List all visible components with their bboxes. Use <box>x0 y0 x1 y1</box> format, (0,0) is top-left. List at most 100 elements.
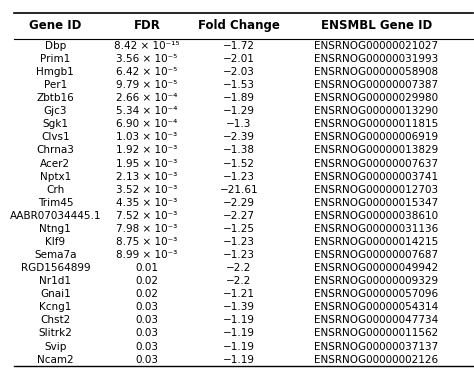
Text: Chst2: Chst2 <box>40 315 71 326</box>
Text: ENSRNOG00000011562: ENSRNOG00000011562 <box>314 328 438 339</box>
Text: −1.72: −1.72 <box>223 41 255 51</box>
Text: −2.27: −2.27 <box>223 211 255 221</box>
Text: −1.23: −1.23 <box>223 250 255 260</box>
Text: 5.34 × 10⁻⁴: 5.34 × 10⁻⁴ <box>116 106 178 116</box>
Text: Sema7a: Sema7a <box>34 250 77 260</box>
Text: −1.19: −1.19 <box>223 355 255 364</box>
Text: ENSMBL Gene ID: ENSMBL Gene ID <box>321 20 432 33</box>
Text: Crh: Crh <box>46 185 64 195</box>
Text: ENSRNOG00000014215: ENSRNOG00000014215 <box>314 237 438 247</box>
Text: ENSRNOG00000007687: ENSRNOG00000007687 <box>314 250 438 260</box>
Text: −1.53: −1.53 <box>223 80 255 90</box>
Text: ENSRNOG00000012703: ENSRNOG00000012703 <box>314 185 438 195</box>
Text: FDR: FDR <box>134 20 161 33</box>
Text: 0.02: 0.02 <box>136 289 158 299</box>
Text: Hmgb1: Hmgb1 <box>36 67 74 77</box>
Text: ENSRNOG00000038610: ENSRNOG00000038610 <box>314 211 438 221</box>
Text: ENSRNOG00000002126: ENSRNOG00000002126 <box>314 355 438 364</box>
Text: Dbp: Dbp <box>45 41 66 51</box>
Text: Ncam2: Ncam2 <box>37 355 73 364</box>
Text: −2.01: −2.01 <box>223 54 255 64</box>
Text: −1.3: −1.3 <box>226 119 251 129</box>
Text: 1.03 × 10⁻³: 1.03 × 10⁻³ <box>117 132 178 142</box>
Text: 0.01: 0.01 <box>136 263 158 273</box>
Text: 0.03: 0.03 <box>136 328 158 339</box>
Text: −1.19: −1.19 <box>223 315 255 326</box>
Text: ENSRNOG00000003741: ENSRNOG00000003741 <box>314 172 438 182</box>
Text: −1.89: −1.89 <box>223 93 255 103</box>
Text: Trim45: Trim45 <box>37 198 73 208</box>
Text: −1.25: −1.25 <box>223 224 255 234</box>
Text: ENSRNOG00000006919: ENSRNOG00000006919 <box>314 132 438 142</box>
Text: Gjc3: Gjc3 <box>44 106 67 116</box>
Text: RGD1564899: RGD1564899 <box>20 263 90 273</box>
Text: Per1: Per1 <box>44 80 67 90</box>
Text: −1.23: −1.23 <box>223 172 255 182</box>
Text: −21.61: −21.61 <box>219 185 258 195</box>
Text: ENSRNOG00000007637: ENSRNOG00000007637 <box>314 159 438 168</box>
Text: −1.21: −1.21 <box>223 289 255 299</box>
Text: −2.39: −2.39 <box>223 132 255 142</box>
Text: 4.35 × 10⁻³: 4.35 × 10⁻³ <box>117 198 178 208</box>
Text: 1.95 × 10⁻³: 1.95 × 10⁻³ <box>117 159 178 168</box>
Text: ENSRNOG00000058908: ENSRNOG00000058908 <box>314 67 438 77</box>
Text: −2.2: −2.2 <box>226 263 251 273</box>
Text: 3.52 × 10⁻³: 3.52 × 10⁻³ <box>117 185 178 195</box>
Text: ENSRNOG00000021027: ENSRNOG00000021027 <box>314 41 438 51</box>
Text: 6.90 × 10⁻⁴: 6.90 × 10⁻⁴ <box>117 119 178 129</box>
Text: ENSRNOG00000031136: ENSRNOG00000031136 <box>314 224 438 234</box>
Text: −2.29: −2.29 <box>223 198 255 208</box>
Text: Slitrk2: Slitrk2 <box>38 328 72 339</box>
Text: 7.98 × 10⁻³: 7.98 × 10⁻³ <box>117 224 178 234</box>
Text: Klf9: Klf9 <box>46 237 65 247</box>
Text: Acer2: Acer2 <box>40 159 71 168</box>
Text: 9.79 × 10⁻⁵: 9.79 × 10⁻⁵ <box>117 80 178 90</box>
Text: 2.66 × 10⁻⁴: 2.66 × 10⁻⁴ <box>116 93 178 103</box>
Text: ENSRNOG00000029980: ENSRNOG00000029980 <box>314 93 438 103</box>
Text: ENSRNOG00000015347: ENSRNOG00000015347 <box>314 198 438 208</box>
Text: ENSRNOG00000011815: ENSRNOG00000011815 <box>314 119 438 129</box>
Text: −1.52: −1.52 <box>223 159 255 168</box>
Text: Nr1d1: Nr1d1 <box>39 276 72 286</box>
Text: −1.29: −1.29 <box>223 106 255 116</box>
Text: −1.38: −1.38 <box>223 146 255 156</box>
Text: 3.56 × 10⁻⁵: 3.56 × 10⁻⁵ <box>117 54 178 64</box>
Text: −1.19: −1.19 <box>223 328 255 339</box>
Text: Svip: Svip <box>44 342 66 351</box>
Text: Clvs1: Clvs1 <box>41 132 70 142</box>
Text: −1.23: −1.23 <box>223 237 255 247</box>
Text: 2.13 × 10⁻³: 2.13 × 10⁻³ <box>117 172 178 182</box>
Text: Prim1: Prim1 <box>40 54 71 64</box>
Text: ENSRNOG00000057096: ENSRNOG00000057096 <box>314 289 438 299</box>
Text: 7.52 × 10⁻³: 7.52 × 10⁻³ <box>117 211 178 221</box>
Text: ENSRNOG00000007387: ENSRNOG00000007387 <box>314 80 438 90</box>
Text: 0.03: 0.03 <box>136 355 158 364</box>
Text: Gene ID: Gene ID <box>29 20 82 33</box>
Text: 1.92 × 10⁻³: 1.92 × 10⁻³ <box>117 146 178 156</box>
Text: ENSRNOG00000013829: ENSRNOG00000013829 <box>314 146 438 156</box>
Text: 0.02: 0.02 <box>136 276 158 286</box>
Text: Zbtb16: Zbtb16 <box>36 93 74 103</box>
Text: ENSRNOG00000037137: ENSRNOG00000037137 <box>314 342 438 351</box>
Text: −2.2: −2.2 <box>226 276 251 286</box>
Text: ENSRNOG00000013290: ENSRNOG00000013290 <box>314 106 438 116</box>
Text: Kcng1: Kcng1 <box>39 302 72 312</box>
Text: 0.03: 0.03 <box>136 315 158 326</box>
Text: Chrna3: Chrna3 <box>36 146 74 156</box>
Text: Ntng1: Ntng1 <box>39 224 71 234</box>
Text: ENSRNOG00000047734: ENSRNOG00000047734 <box>314 315 438 326</box>
Text: ENSRNOG00000049942: ENSRNOG00000049942 <box>314 263 438 273</box>
Text: −2.03: −2.03 <box>223 67 255 77</box>
Text: −1.19: −1.19 <box>223 342 255 351</box>
Text: 8.42 × 10⁻¹⁵: 8.42 × 10⁻¹⁵ <box>114 41 180 51</box>
Text: ENSRNOG00000009329: ENSRNOG00000009329 <box>314 276 438 286</box>
Text: Nptx1: Nptx1 <box>40 172 71 182</box>
Text: Gnai1: Gnai1 <box>40 289 71 299</box>
Text: 0.03: 0.03 <box>136 302 158 312</box>
Text: AABR07034445.1: AABR07034445.1 <box>9 211 101 221</box>
Text: 0.03: 0.03 <box>136 342 158 351</box>
Text: Fold Change: Fold Change <box>198 20 280 33</box>
Text: ENSRNOG00000054314: ENSRNOG00000054314 <box>314 302 438 312</box>
Text: ENSRNOG00000031993: ENSRNOG00000031993 <box>314 54 438 64</box>
Text: 8.75 × 10⁻³: 8.75 × 10⁻³ <box>117 237 178 247</box>
